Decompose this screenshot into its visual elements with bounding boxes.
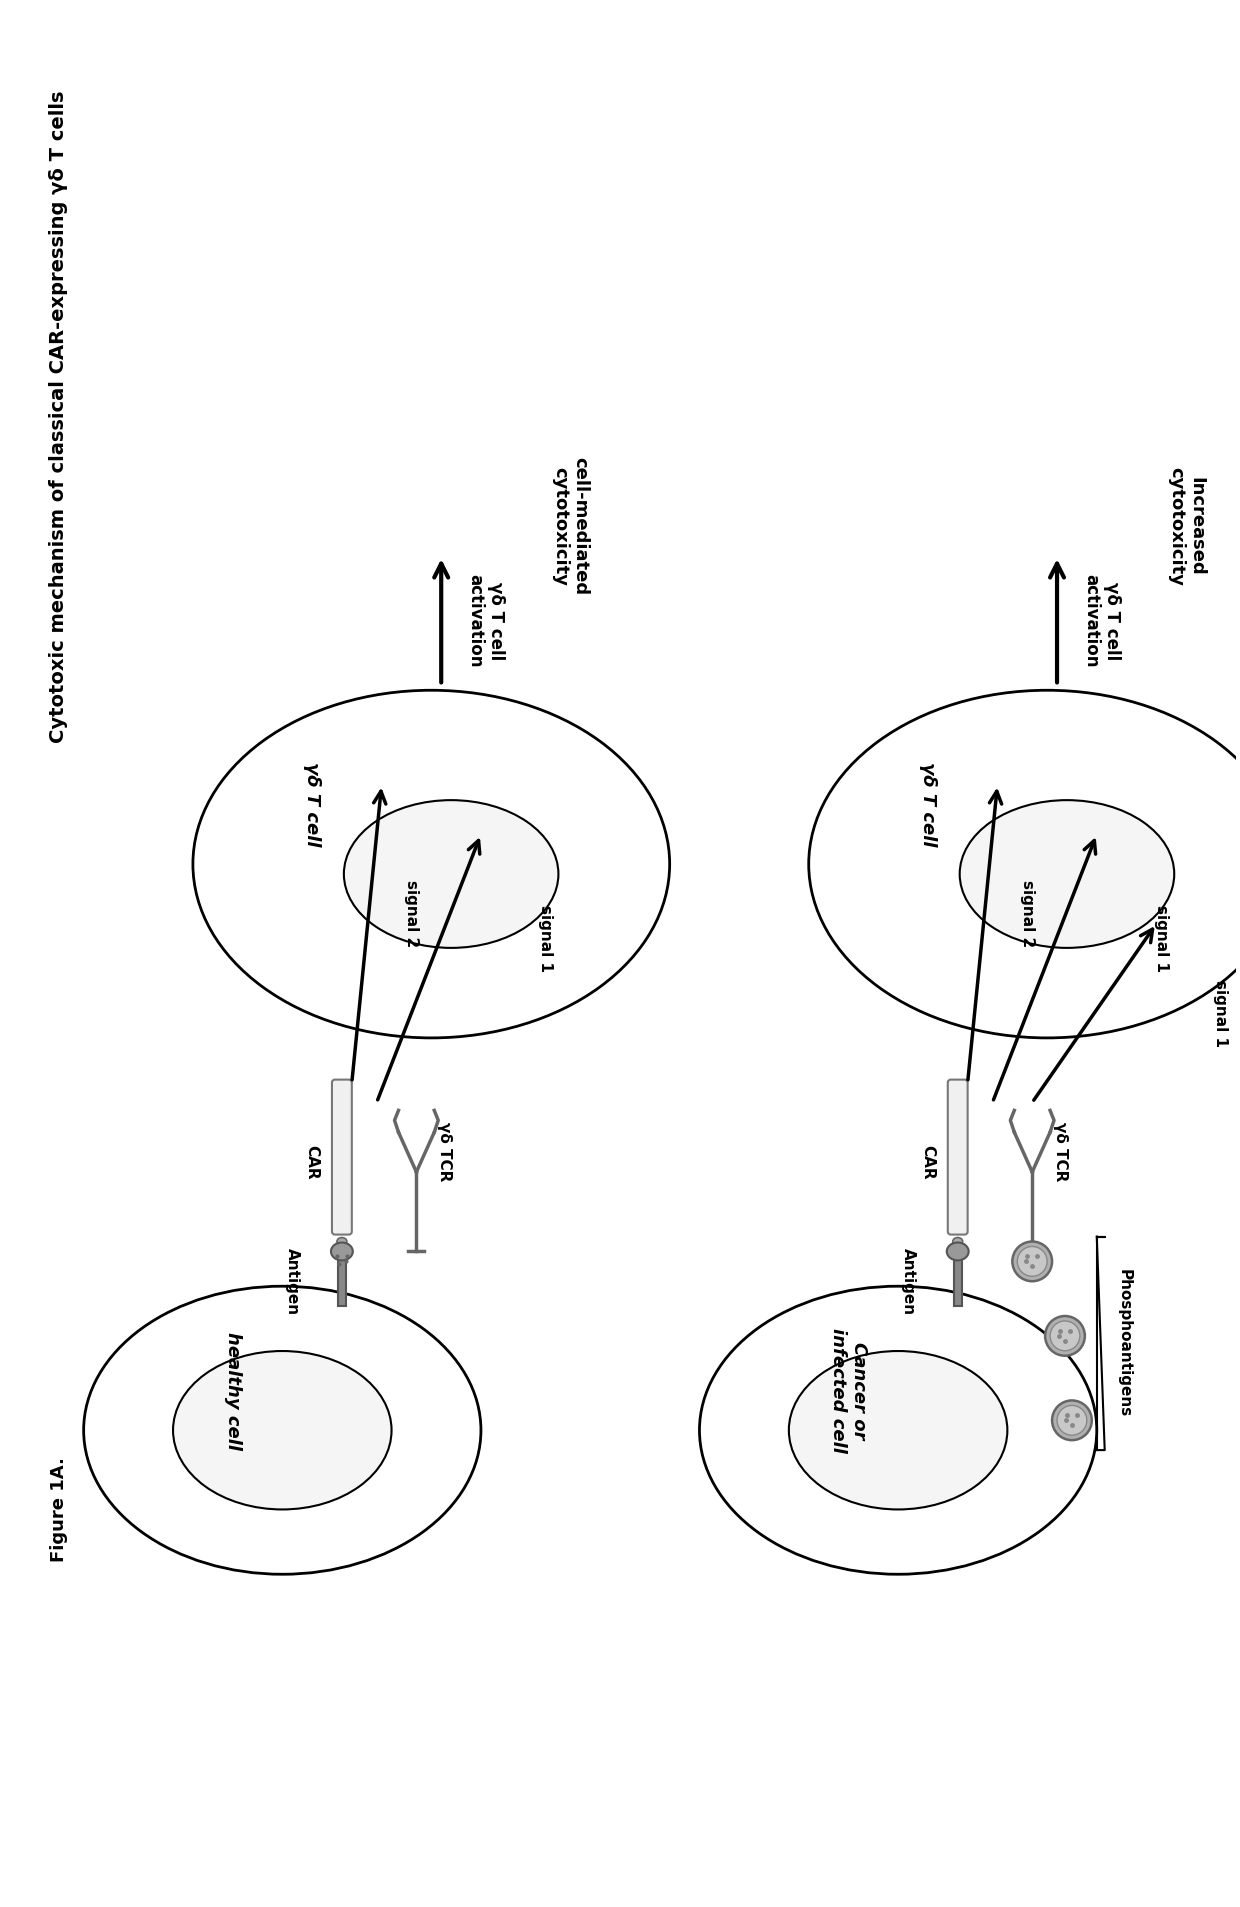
- Circle shape: [1012, 1241, 1052, 1282]
- Text: γδ TCR: γδ TCR: [436, 1123, 451, 1182]
- FancyBboxPatch shape: [332, 1079, 352, 1234]
- Ellipse shape: [343, 801, 558, 948]
- Text: signal 1: signal 1: [1214, 980, 1229, 1047]
- Circle shape: [1056, 1405, 1086, 1436]
- Text: CAR: CAR: [305, 1144, 320, 1179]
- Circle shape: [1052, 1400, 1091, 1440]
- Text: signal 1: signal 1: [1154, 906, 1169, 973]
- Ellipse shape: [699, 1285, 1096, 1575]
- Text: CAR: CAR: [920, 1144, 935, 1179]
- Ellipse shape: [952, 1247, 962, 1255]
- Text: Antigen: Antigen: [900, 1247, 915, 1314]
- Text: γδ T cell: γδ T cell: [303, 763, 321, 847]
- Text: healthy cell: healthy cell: [223, 1331, 242, 1449]
- Ellipse shape: [947, 1243, 968, 1261]
- Circle shape: [1050, 1322, 1080, 1350]
- FancyBboxPatch shape: [339, 1249, 346, 1306]
- Text: Antigen: Antigen: [285, 1247, 300, 1314]
- Ellipse shape: [174, 1350, 392, 1510]
- Text: Increased
cytotoxicity: Increased cytotoxicity: [1167, 467, 1205, 585]
- Text: γδ T cell: γδ T cell: [919, 763, 937, 847]
- Text: γδ T cell
activation: γδ T cell activation: [466, 574, 506, 667]
- Ellipse shape: [960, 801, 1174, 948]
- Text: Cytotoxic mechanism of classical CAR-expressing γδ T cells: Cytotoxic mechanism of classical CAR-exp…: [50, 92, 68, 744]
- Ellipse shape: [808, 690, 1240, 1037]
- Ellipse shape: [337, 1247, 347, 1255]
- Text: Figure 1A.: Figure 1A.: [50, 1457, 68, 1562]
- Text: Phosphoantigens: Phosphoantigens: [1117, 1270, 1132, 1417]
- Ellipse shape: [83, 1285, 481, 1575]
- Text: signal 1: signal 1: [538, 906, 553, 973]
- Ellipse shape: [193, 690, 670, 1037]
- Circle shape: [1045, 1316, 1085, 1356]
- Text: γδ T cell
activation: γδ T cell activation: [1083, 574, 1121, 667]
- FancyBboxPatch shape: [947, 1079, 967, 1234]
- Ellipse shape: [331, 1243, 353, 1261]
- FancyBboxPatch shape: [954, 1249, 962, 1306]
- Ellipse shape: [337, 1238, 347, 1245]
- Text: signal 2: signal 2: [404, 881, 419, 948]
- Circle shape: [1017, 1247, 1047, 1276]
- Ellipse shape: [789, 1350, 1007, 1510]
- Text: Cancer or
infected cell: Cancer or infected cell: [830, 1327, 868, 1453]
- Ellipse shape: [952, 1238, 962, 1245]
- Text: cell-mediated
cytotoxicity: cell-mediated cytotoxicity: [551, 458, 590, 595]
- Text: γδ TCR: γδ TCR: [1053, 1123, 1068, 1182]
- Text: signal 2: signal 2: [1019, 881, 1034, 948]
